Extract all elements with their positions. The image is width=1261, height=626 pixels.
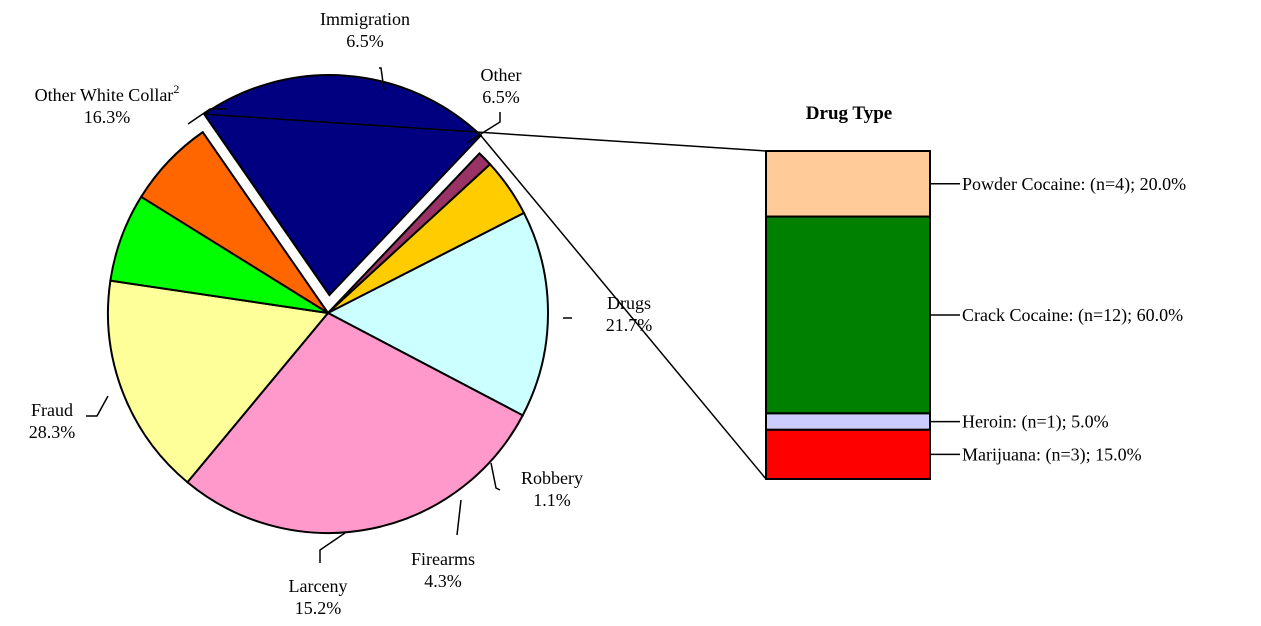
pie-label-other-white-collar: Other White Collar2 16.3% [35, 82, 180, 127]
leader-line-firearms [456, 499, 462, 536]
pie-slice-other-white-collar [107, 279, 330, 484]
offense-pie-chart: Drugs 21.7% Robbery 1.1% Firearms 4.3% Larceny… [29, 9, 653, 618]
drug-breakdown-connectors [204, 113, 767, 480]
bar-segment-marijuana [765, 428, 931, 480]
pie-slice-other [139, 130, 329, 314]
bar-segment-powder-cocaine [765, 150, 931, 218]
leader-line-immigration [379, 67, 385, 91]
pie-slice-drugs [202, 74, 483, 297]
bar-label-marijuana: Marijuana: (n=3); 15.0% [962, 444, 1142, 465]
pie-label-robbery: Robbery 1.1% [521, 468, 583, 510]
drug-type-title: Drug Type [806, 103, 892, 124]
connector-bottom [480, 134, 767, 480]
pie-label-fraud: Fraud 28.3% [29, 400, 76, 442]
drug-type-stacked-bar: Drug Type Powder Cocaine: (n=4); 20.0% Cr… [765, 103, 1186, 480]
bar-label-powder-cocaine: Powder Cocaine: (n=4); 20.0% [962, 174, 1186, 195]
bar-label-heroin: Heroin: (n=1); 5.0% [962, 412, 1109, 433]
pie-label-other: Other 6.5% [481, 65, 522, 107]
bar-segment-heroin [765, 412, 931, 431]
leader-line-other-white-collar [187, 108, 227, 125]
leader-line-larceny [319, 532, 346, 563]
leader-line-robbery [490, 462, 501, 491]
leader-line-other [467, 112, 501, 143]
pie-label-drugs: Drugs 21.7% [606, 293, 653, 335]
bar-segment-crack-cocaine [765, 215, 931, 415]
pie-slice-fraud [186, 311, 525, 534]
pie-label-firearms: Firearms 4.3% [411, 549, 475, 591]
bar-label-crack-cocaine: Crack Cocaine: (n=12); 60.0% [962, 305, 1183, 326]
pie-label-immigration: Immigration 6.5% [320, 9, 410, 51]
pie-slice-larceny [325, 211, 549, 417]
connector-top [204, 113, 767, 152]
pie-label-larceny: Larceny 15.2% [289, 576, 348, 618]
leader-line-fraud [86, 395, 109, 417]
